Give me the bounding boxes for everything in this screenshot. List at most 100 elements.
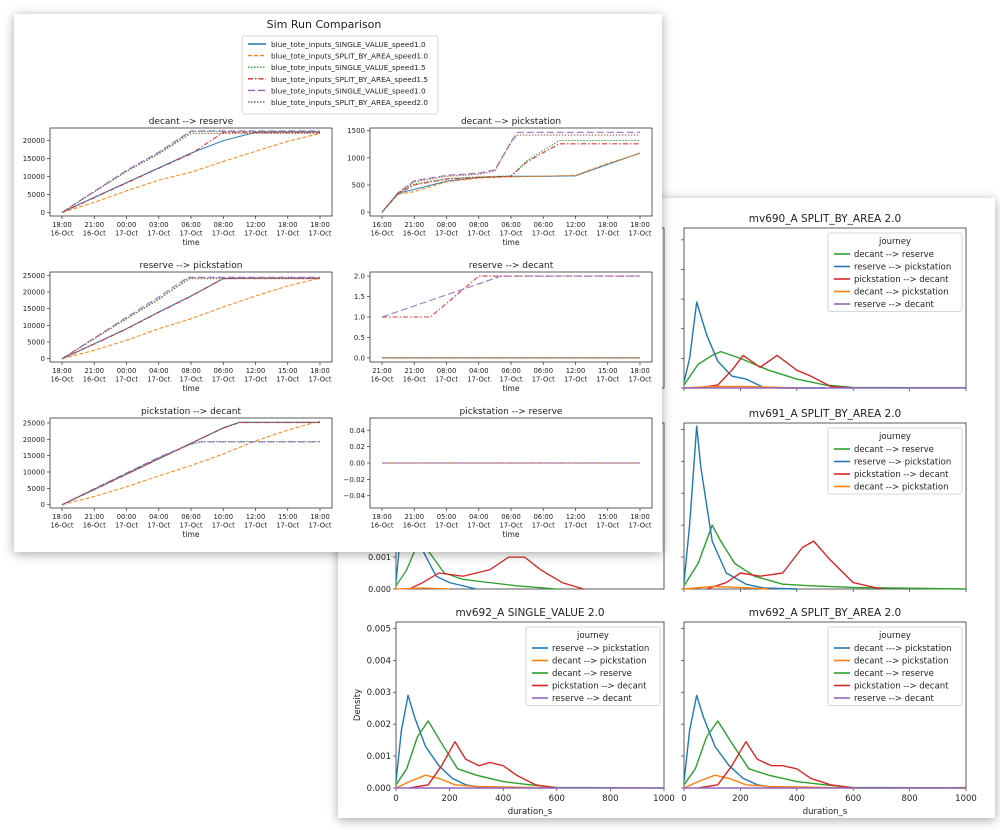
timeseries-figure: Sim Run Comparison blue_tote_inputs_SING… bbox=[14, 14, 662, 552]
x-axis-label: duration_s bbox=[508, 807, 553, 817]
x-tick-label-line: 17-Oct bbox=[628, 522, 651, 530]
x-tick-label-line: 18:00 bbox=[372, 513, 392, 521]
x-tick-label-line: 17-Oct bbox=[467, 376, 490, 384]
x-tick-label: 21:00 16-Oct bbox=[83, 221, 106, 238]
subplot: pickstation --> decant 0 5000 10000 15000 200… bbox=[23, 407, 333, 539]
legend: journey decant --> reserve reserve --> pic… bbox=[827, 232, 963, 312]
x-tick-label-line: 08:00 bbox=[181, 367, 201, 375]
series-line bbox=[381, 143, 640, 213]
x-tick-label: 12:00 17-Oct bbox=[244, 221, 267, 238]
legend-label: reserve --> decant bbox=[854, 694, 935, 704]
x-tick-label: 05:00 17-Oct bbox=[435, 513, 458, 530]
plot-area bbox=[49, 271, 333, 363]
y-tick-label: 0.001 bbox=[367, 752, 391, 762]
x-tick-label-line: 17-Oct bbox=[147, 376, 170, 384]
x-tick-label: 06:00 17-Oct bbox=[179, 513, 202, 530]
series-line bbox=[381, 134, 640, 213]
x-tick-label-line: 00:00 bbox=[117, 221, 137, 229]
x-tick-label-line: 06:00 bbox=[501, 367, 521, 375]
legend-item: reserve --> decant bbox=[834, 300, 935, 310]
x-tick-label-line: 04:00 bbox=[469, 513, 489, 521]
legend-item: reserve --> pickstation bbox=[834, 263, 951, 273]
x-tick-label-line: 17-Oct bbox=[115, 376, 138, 384]
x-tick-label-line: 00:00 bbox=[117, 367, 137, 375]
legend-item: reserve --> pickstation bbox=[834, 458, 951, 468]
legend-label: decant --> reserve bbox=[854, 250, 934, 260]
series-line bbox=[381, 131, 640, 213]
x-tick-label-line: 16-Oct bbox=[403, 230, 426, 238]
series-line bbox=[381, 152, 641, 213]
plot-area bbox=[369, 127, 653, 217]
x-tick-label-line: 17-Oct bbox=[276, 230, 299, 238]
timeseries-figure-canvas: Sim Run Comparison blue_tote_inputs_SING… bbox=[23, 18, 653, 539]
series-line bbox=[61, 278, 320, 360]
x-tick-label-line: 17-Oct bbox=[308, 522, 331, 530]
legend-item: decant --> pickstation bbox=[834, 288, 949, 298]
x-tick-label-line: 18:00 bbox=[310, 221, 330, 229]
legend-item: blue_tote_inputs_SINGLE_VALUE_speed1.0 bbox=[248, 40, 426, 49]
x-tick-label: 04:00 17-Oct bbox=[147, 367, 170, 384]
x-tick-label-line: 17-Oct bbox=[564, 376, 587, 384]
legend: journey decant --> reserve reserve --> pic… bbox=[827, 427, 963, 495]
x-tick-label: 06:00 17-Oct bbox=[532, 367, 555, 384]
legend-title: journey bbox=[878, 432, 911, 442]
legend-item: blue_tote_inputs_SPLIT_BY_AREA_speed1.5 bbox=[248, 75, 428, 84]
x-tick-label-line: 16-Oct bbox=[50, 376, 73, 384]
legend-title: journey bbox=[878, 237, 911, 247]
legend-label: reserve --> pickstation bbox=[854, 263, 951, 273]
x-tick-label-line: 18:00 bbox=[52, 513, 72, 521]
legend-label: decant ---> pickstation bbox=[854, 644, 952, 654]
legend-item: pickstation --> decant bbox=[834, 470, 949, 480]
legend-item: decant ---> pickstation bbox=[834, 644, 952, 654]
legend-label: pickstation --> decant bbox=[854, 470, 949, 480]
legend-frame bbox=[827, 232, 963, 312]
legend-label: blue_tote_inputs_SPLIT_BY_AREA_speed1.0 bbox=[271, 52, 428, 61]
x-tick-label-line: 21:00 bbox=[372, 367, 392, 375]
x-tick-label-line: 16-Oct bbox=[403, 522, 426, 530]
x-tick-label-line: 16-Oct bbox=[370, 376, 393, 384]
x-tick-label-line: 17-Oct bbox=[564, 230, 587, 238]
y-axis-label: Density bbox=[353, 689, 363, 721]
x-tick-label-line: 17-Oct bbox=[596, 230, 619, 238]
x-tick-label-line: 17-Oct bbox=[596, 376, 619, 384]
x-tick-label-line: 17-Oct bbox=[147, 522, 170, 530]
x-tick-label-line: 21:00 bbox=[404, 367, 424, 375]
y-tick-label: 0.000 bbox=[367, 784, 391, 794]
x-tick-label-line: 06:00 bbox=[533, 513, 553, 521]
x-tick-label-line: 06:00 bbox=[181, 513, 201, 521]
x-axis-label: time bbox=[503, 238, 520, 247]
x-axis-label: time bbox=[503, 384, 520, 393]
x-tick-label: 18:00 17-Oct bbox=[276, 221, 299, 238]
x-tick-label: 08:00 17-Oct bbox=[435, 221, 458, 238]
x-tick-label-line: 04:00 bbox=[149, 367, 169, 375]
x-tick-label-line: 15:00 bbox=[598, 367, 618, 375]
x-tick-label-line: 15:00 bbox=[598, 513, 618, 521]
x-tick-label-line: 04:00 bbox=[149, 513, 169, 521]
x-tick-label: 18:00 17-Oct bbox=[628, 513, 651, 530]
y-tick-label: 0.002 bbox=[367, 720, 391, 730]
y-tick-label: 25000 bbox=[23, 419, 45, 427]
x-tick-label: 12:00 17-Oct bbox=[564, 367, 587, 384]
y-tick-label: 500 bbox=[352, 182, 365, 190]
legend: blue_tote_inputs_SINGLE_VALUE_speed1.0bl… bbox=[241, 35, 439, 115]
x-tick-label: 08:00 17-Oct bbox=[435, 367, 458, 384]
x-tick-label-line: 17-Oct bbox=[244, 230, 267, 238]
legend-title: journey bbox=[878, 631, 911, 641]
x-tick-label: 15:00 17-Oct bbox=[596, 513, 619, 530]
x-tick-label-line: 16-Oct bbox=[83, 230, 106, 238]
subplot: decant --> reserve 0 5000 10000 15000 20000 18… bbox=[23, 117, 333, 247]
x-tick-label-line: 06:00 bbox=[533, 367, 553, 375]
x-axis-label: time bbox=[183, 384, 200, 393]
x-tick-label: 15:00 17-Oct bbox=[276, 513, 299, 530]
x-tick-label: 06:00 17-Oct bbox=[179, 221, 202, 238]
x-tick-label: 08:00 17-Oct bbox=[179, 367, 202, 384]
y-tick-label: −0.04 bbox=[344, 492, 366, 500]
subplot-title: mv690_A SPLIT_BY_AREA 2.0 bbox=[749, 213, 902, 225]
x-tick-label: 18:00 17-Oct bbox=[628, 221, 651, 238]
x-tick-label-line: 04:00 bbox=[469, 367, 489, 375]
x-tick-label-line: 18:00 bbox=[52, 367, 72, 375]
legend-label: decant --> reserve bbox=[854, 445, 934, 455]
y-tick-label: 0.005 bbox=[367, 624, 391, 634]
x-tick-label-line: 12:00 bbox=[246, 513, 266, 521]
x-axis-label: time bbox=[183, 530, 200, 539]
